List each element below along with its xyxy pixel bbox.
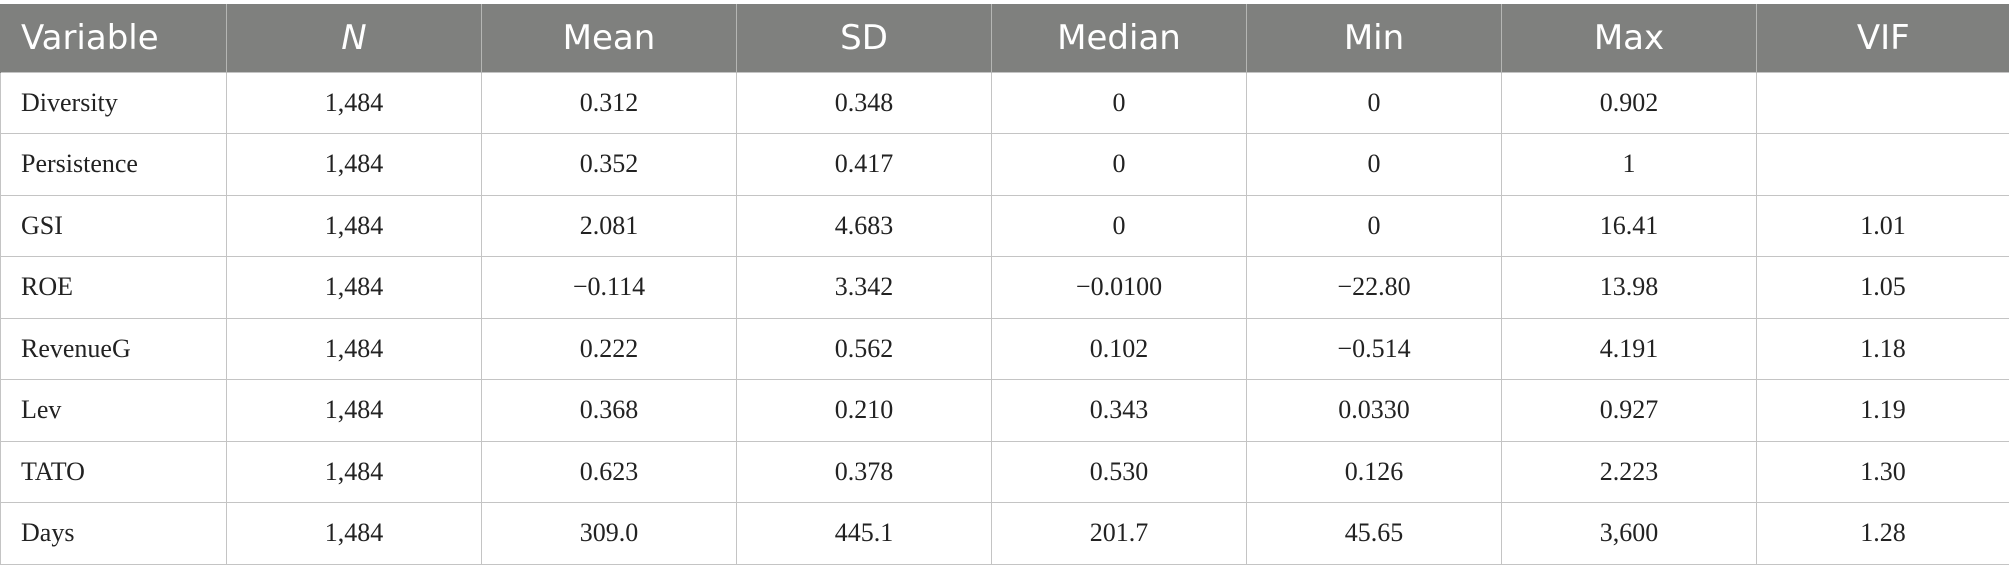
header-variable: Variable xyxy=(0,4,227,72)
header-n: N xyxy=(226,4,482,72)
cell-max: 4.191 xyxy=(1501,317,1757,380)
cell-median: 0.530 xyxy=(991,440,1247,503)
cell-sd: 3.342 xyxy=(736,256,992,319)
cell-variable: RevenueG xyxy=(0,317,227,380)
cell-min: 0.126 xyxy=(1246,440,1502,503)
cell-min: 45.65 xyxy=(1246,502,1502,565)
cell-vif: 1.05 xyxy=(1756,256,2009,319)
cell-vif: 1.01 xyxy=(1756,194,2009,257)
cell-variable: GSI xyxy=(0,194,227,257)
cell-sd: 445.1 xyxy=(736,502,992,565)
cell-min: −0.514 xyxy=(1246,317,1502,380)
cell-vif xyxy=(1756,133,2009,196)
statistics-table-container: Variable N Mean SD Median Min Max VIF Di… xyxy=(0,4,2009,565)
cell-mean: 0.623 xyxy=(481,440,737,503)
cell-vif: 1.28 xyxy=(1756,502,2009,565)
cell-sd: 0.210 xyxy=(736,379,992,442)
cell-variable: Diversity xyxy=(0,71,227,134)
cell-variable: Days xyxy=(0,502,227,565)
cell-min: −22.80 xyxy=(1246,256,1502,319)
table-body: Diversity 1,484 0.312 0.348 0 0 0.902 Persisten… xyxy=(0,71,2009,565)
cell-variable: Lev xyxy=(0,379,227,442)
table-row: Diversity 1,484 0.312 0.348 0 0 0.902 xyxy=(0,71,2009,134)
cell-sd: 0.417 xyxy=(736,133,992,196)
cell-max: 3,600 xyxy=(1501,502,1757,565)
cell-max: 1 xyxy=(1501,133,1757,196)
cell-n: 1,484 xyxy=(226,71,482,134)
table-row: TATO 1,484 0.623 0.378 0.530 0.126 2.223 1.30 xyxy=(0,440,2009,503)
header-median: Median xyxy=(991,4,1247,72)
header-max: Max xyxy=(1501,4,1757,72)
cell-sd: 4.683 xyxy=(736,194,992,257)
cell-mean: 0.222 xyxy=(481,317,737,380)
cell-min: 0.0330 xyxy=(1246,379,1502,442)
cell-vif: 1.30 xyxy=(1756,440,2009,503)
table-row: ROE 1,484 −0.114 3.342 −0.0100 −22.80 13.98 1.0… xyxy=(0,256,2009,319)
cell-median: 0 xyxy=(991,194,1247,257)
cell-mean: 0.312 xyxy=(481,71,737,134)
descriptive-statistics-table: Variable N Mean SD Median Min Max VIF Di… xyxy=(0,4,2009,565)
cell-n: 1,484 xyxy=(226,317,482,380)
header-row: Variable N Mean SD Median Min Max VIF xyxy=(0,4,2009,72)
cell-vif xyxy=(1756,71,2009,134)
table-header: Variable N Mean SD Median Min Max VIF xyxy=(0,4,2009,72)
header-sd: SD xyxy=(736,4,992,72)
cell-median: 201.7 xyxy=(991,502,1247,565)
header-min: Min xyxy=(1246,4,1502,72)
cell-max: 0.902 xyxy=(1501,71,1757,134)
cell-max: 13.98 xyxy=(1501,256,1757,319)
cell-mean: 309.0 xyxy=(481,502,737,565)
cell-n: 1,484 xyxy=(226,256,482,319)
cell-median: 0 xyxy=(991,71,1247,134)
cell-n: 1,484 xyxy=(226,194,482,257)
table-row: Days 1,484 309.0 445.1 201.7 45.65 3,600 1.28 xyxy=(0,502,2009,565)
cell-variable: Persistence xyxy=(0,133,227,196)
cell-variable: ROE xyxy=(0,256,227,319)
header-mean: Mean xyxy=(481,4,737,72)
cell-n: 1,484 xyxy=(226,379,482,442)
cell-variable: TATO xyxy=(0,440,227,503)
table-row: Persistence 1,484 0.352 0.417 0 0 1 xyxy=(0,133,2009,196)
cell-sd: 0.378 xyxy=(736,440,992,503)
cell-min: 0 xyxy=(1246,71,1502,134)
cell-n: 1,484 xyxy=(226,133,482,196)
cell-n: 1,484 xyxy=(226,440,482,503)
cell-max: 2.223 xyxy=(1501,440,1757,503)
cell-min: 0 xyxy=(1246,133,1502,196)
cell-n: 1,484 xyxy=(226,502,482,565)
cell-vif: 1.19 xyxy=(1756,379,2009,442)
table-row: GSI 1,484 2.081 4.683 0 0 16.41 1.01 xyxy=(0,194,2009,257)
cell-median: −0.0100 xyxy=(991,256,1247,319)
cell-min: 0 xyxy=(1246,194,1502,257)
header-vif: VIF xyxy=(1756,4,2009,72)
cell-vif: 1.18 xyxy=(1756,317,2009,380)
cell-max: 16.41 xyxy=(1501,194,1757,257)
cell-sd: 0.348 xyxy=(736,71,992,134)
table-row: RevenueG 1,484 0.222 0.562 0.102 −0.514 4.191 1… xyxy=(0,317,2009,380)
cell-mean: 2.081 xyxy=(481,194,737,257)
cell-sd: 0.562 xyxy=(736,317,992,380)
cell-median: 0 xyxy=(991,133,1247,196)
cell-mean: 0.368 xyxy=(481,379,737,442)
table-row: Lev 1,484 0.368 0.210 0.343 0.0330 0.927 1.19 xyxy=(0,379,2009,442)
cell-mean: 0.352 xyxy=(481,133,737,196)
cell-median: 0.102 xyxy=(991,317,1247,380)
cell-mean: −0.114 xyxy=(481,256,737,319)
cell-median: 0.343 xyxy=(991,379,1247,442)
cell-max: 0.927 xyxy=(1501,379,1757,442)
